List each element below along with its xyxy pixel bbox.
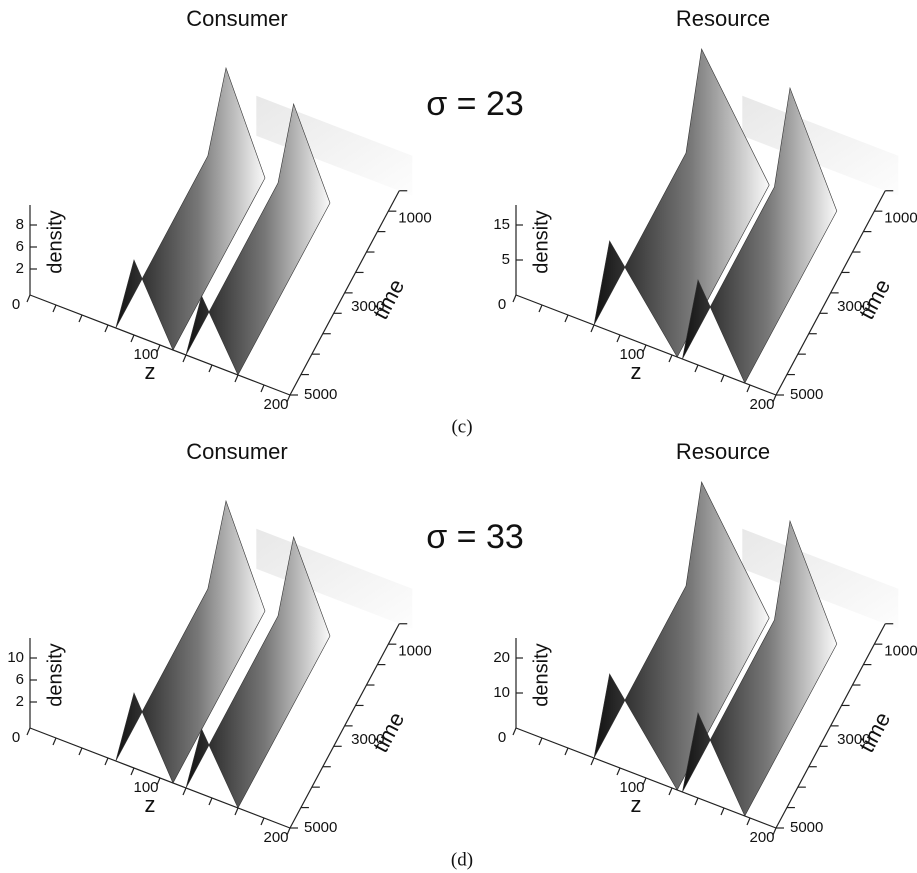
- z-label: z: [631, 359, 642, 384]
- z-tick: [261, 818, 264, 825]
- time-tick-label: 5000: [790, 819, 823, 836]
- density-tick-label: 2: [16, 260, 24, 277]
- z-tick: [105, 325, 108, 332]
- z-tick: [747, 818, 750, 825]
- time-label: time: [368, 275, 410, 323]
- figure: σ = 23(c)Consumer0100200z100030005000tim…: [0, 0, 917, 873]
- time-tick-label: 1000: [884, 210, 917, 227]
- density-label: density: [44, 643, 66, 706]
- z-tick: [695, 798, 698, 805]
- z-tick: [131, 768, 134, 775]
- plot-title: Consumer: [186, 6, 287, 31]
- panel-caption: (c): [451, 416, 472, 437]
- z-tick-label: 0: [12, 296, 20, 313]
- z-tick: [513, 728, 516, 735]
- panel-caption: (d): [451, 849, 473, 870]
- plot-title: Resource: [676, 6, 770, 31]
- z-tick: [209, 798, 212, 805]
- z-tick: [591, 325, 594, 332]
- density-tick-label: 5: [502, 251, 510, 268]
- density-tick-label: 10: [493, 684, 510, 701]
- z-tick: [617, 335, 620, 342]
- z-tick: [565, 748, 568, 755]
- density-tick-label: 6: [16, 671, 24, 688]
- z-tick: [539, 305, 542, 312]
- time-tick-label: 1000: [398, 210, 431, 227]
- z-tick-label: 200: [749, 829, 774, 846]
- density-label: density: [530, 210, 552, 273]
- z-tick: [131, 335, 134, 342]
- density-tick-label: 20: [493, 649, 510, 666]
- z-tick: [539, 738, 542, 745]
- plot-title: Resource: [676, 439, 770, 464]
- z-tick: [105, 758, 108, 765]
- time-tick-label: 1000: [398, 643, 431, 660]
- z-tick-label: 0: [12, 729, 20, 746]
- time-tick-label: 5000: [790, 386, 823, 403]
- z-label: z: [145, 792, 156, 817]
- z-tick: [235, 375, 238, 382]
- density-tick-label: 15: [493, 216, 510, 233]
- z-tick: [261, 385, 264, 392]
- sigma-label: σ = 23: [426, 85, 524, 123]
- density-tick-label: 6: [16, 238, 24, 255]
- z-label: z: [631, 792, 642, 817]
- time-label: time: [854, 275, 896, 323]
- time-tick-label: 5000: [304, 386, 337, 403]
- z-tick: [79, 748, 82, 755]
- z-tick-label: 200: [263, 396, 288, 413]
- z-tick: [183, 788, 186, 795]
- z-label: z: [145, 359, 156, 384]
- z-tick: [669, 355, 672, 362]
- time-label: time: [854, 708, 896, 756]
- z-tick-label: 0: [498, 729, 506, 746]
- density-tick-label: 8: [16, 216, 24, 233]
- z-tick: [721, 808, 724, 815]
- density-tick-label: 10: [7, 649, 24, 666]
- plot-title: Consumer: [186, 439, 287, 464]
- z-tick-label: 0: [498, 296, 506, 313]
- density-label: density: [44, 210, 66, 273]
- z-tick: [565, 315, 568, 322]
- time-tick-label: 5000: [304, 819, 337, 836]
- z-tick: [235, 808, 238, 815]
- z-tick: [27, 295, 30, 302]
- z-tick: [669, 788, 672, 795]
- z-tick: [53, 305, 56, 312]
- density-tick-label: 2: [16, 693, 24, 710]
- z-tick: [513, 295, 516, 302]
- z-tick: [617, 768, 620, 775]
- density-label: density: [530, 643, 552, 706]
- z-tick: [27, 728, 30, 735]
- z-tick: [209, 365, 212, 372]
- time-label: time: [368, 708, 410, 756]
- z-tick: [53, 738, 56, 745]
- time-tick-label: 1000: [884, 643, 917, 660]
- sigma-label: σ = 33: [426, 518, 524, 556]
- z-tick-label: 200: [749, 396, 774, 413]
- z-tick-label: 200: [263, 829, 288, 846]
- z-tick: [721, 375, 724, 382]
- z-tick: [591, 758, 594, 765]
- z-tick: [695, 365, 698, 372]
- z-tick: [747, 385, 750, 392]
- z-tick: [79, 315, 82, 322]
- z-tick: [183, 355, 186, 362]
